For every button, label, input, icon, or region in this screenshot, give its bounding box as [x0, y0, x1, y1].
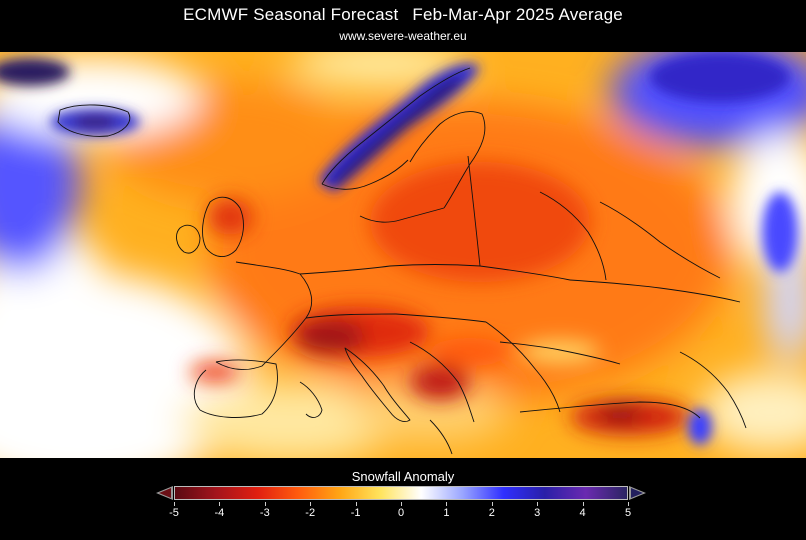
- italy: [344, 347, 411, 423]
- scandinavia-coast: [321, 67, 471, 185]
- iceland: [57, 104, 131, 137]
- colorbar-tick: [174, 502, 175, 506]
- anomaly-map: [0, 52, 806, 458]
- coastlines-and-borders: [57, 67, 747, 455]
- anomaly-hotspots: [190, 162, 690, 435]
- colorbar: [174, 486, 628, 500]
- colorbar-tick-label: -2: [305, 507, 316, 519]
- colorbar-tick-label: 5: [624, 507, 632, 519]
- map-title: ECMWF Seasonal Forecast Feb-Mar-Apr 2025 …: [0, 5, 806, 25]
- colorbar-tick-label: -5: [169, 507, 179, 519]
- colorbar-tick: [264, 502, 266, 506]
- ireland: [176, 224, 201, 254]
- colorbar-ticks: -5 -4 -3 -2 -1 0 1 2 3 4 5: [169, 502, 631, 520]
- colorbar-tick-label: 4: [579, 507, 586, 519]
- colorbar-tick-label: 3: [534, 507, 541, 519]
- great-britain: [202, 196, 244, 257]
- colorbar-tick: [491, 502, 493, 506]
- colorbar-min-arrow-icon: [156, 486, 173, 500]
- colorbar-tick: [310, 502, 312, 506]
- colorbar-tick-label: -3: [259, 507, 270, 519]
- snow-excess-areas: [0, 52, 798, 445]
- colorbar-tick: [401, 502, 402, 506]
- colorbar-tick: [537, 502, 539, 506]
- colorbar-tick-label: -1: [350, 507, 361, 519]
- title-model: ECMWF Seasonal Forecast: [183, 5, 399, 24]
- colorbar-tick: [219, 502, 221, 506]
- colorbar-tick: [628, 502, 629, 506]
- colorbar-tick: [446, 502, 448, 506]
- colorbar-max-arrow-icon: [629, 486, 646, 500]
- colorbar-tick: [582, 502, 584, 506]
- header: ECMWF Seasonal Forecast Feb-Mar-Apr 2025 …: [0, 0, 806, 52]
- colorbar-tick-label: 0: [397, 507, 405, 519]
- source-url: www.severe-weather.eu: [339, 29, 467, 43]
- map-canvas: [0, 52, 806, 458]
- colorbar-tick-label: 2: [488, 507, 495, 519]
- colorbar-tick: [355, 502, 357, 506]
- legend-title: Snowfall Anomaly: [351, 469, 455, 484]
- colorbar-tick-label: 1: [443, 507, 450, 519]
- colorbar-tick-label: -4: [214, 507, 225, 519]
- title-period: Feb-Mar-Apr 2025 Average: [412, 5, 623, 24]
